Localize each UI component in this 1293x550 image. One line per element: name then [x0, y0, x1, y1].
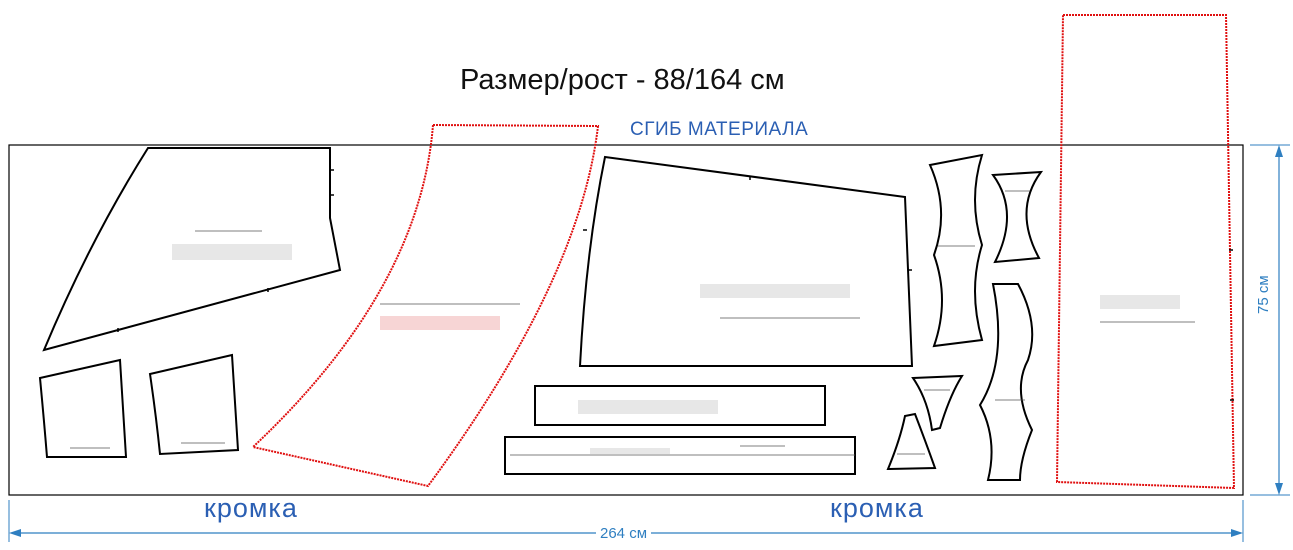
selvage-label-right: кромка — [830, 493, 924, 523]
diagram-title: Размер/рост - 88/164 см — [460, 64, 785, 96]
fold-label: СГИБ МАТЕРИАЛА — [630, 119, 809, 140]
red-pattern-piece-2 — [1055, 14, 1236, 490]
highlight-pieces — [250, 14, 1236, 490]
height-dimension — [1250, 144, 1290, 496]
width-arrow-right — [1231, 529, 1243, 537]
pattern-piece-9 — [978, 283, 1034, 481]
pattern-piece-7 — [928, 153, 984, 348]
pattern-piece-10 — [911, 374, 964, 432]
grain-lines — [70, 190, 1195, 456]
pattern-pieces — [38, 147, 1044, 481]
pattern-piece-3 — [148, 353, 240, 456]
pattern-piece-4 — [578, 155, 914, 367]
height-arrow-top — [1275, 145, 1283, 157]
pattern-piece-1 — [42, 147, 342, 352]
faint-text-block — [1100, 295, 1180, 309]
height-arrow-bottom — [1275, 483, 1283, 495]
pattern-piece-6 — [504, 436, 856, 475]
width-label: 264 см — [596, 525, 652, 542]
faint-text-block — [172, 244, 292, 260]
red-pattern-piece-1 — [250, 123, 600, 488]
pattern-piece-2 — [38, 358, 128, 458]
height-label: 75 см — [1255, 271, 1272, 318]
faint-text-block — [578, 400, 718, 414]
faint-text-block — [700, 284, 850, 298]
pattern-piece-11 — [886, 412, 937, 471]
notch-marks — [117, 169, 1234, 401]
fabric-boundary — [8, 144, 1244, 496]
pattern-piece-5 — [534, 385, 826, 426]
pattern-piece-8 — [991, 170, 1044, 264]
faint-text-block — [590, 448, 670, 454]
faint-piece-text — [172, 244, 1180, 454]
selvage-label-left: кромка — [204, 493, 298, 523]
width-arrow-left — [9, 529, 21, 537]
faint-text-block — [380, 316, 500, 330]
